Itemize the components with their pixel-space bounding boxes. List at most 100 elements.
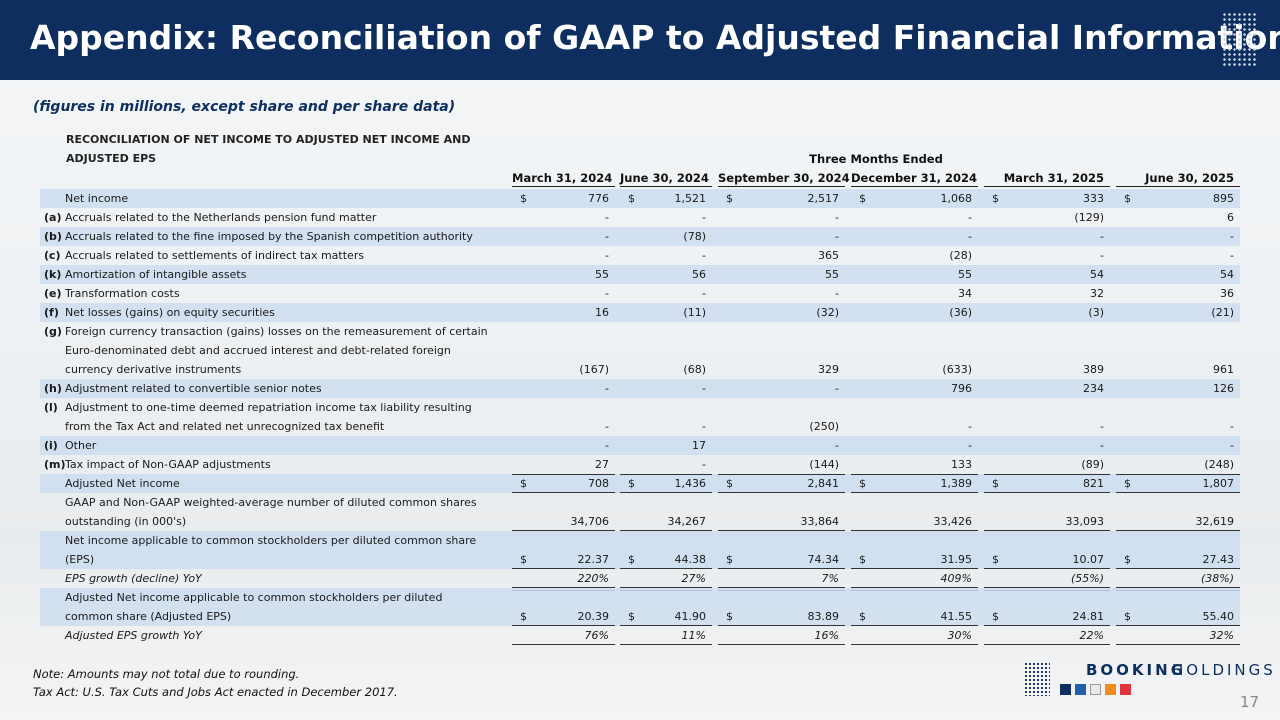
row-label: Foreign currency transaction (gains) los… <box>65 325 488 338</box>
cell: 821 <box>1083 477 1104 490</box>
rule <box>984 587 1110 588</box>
brand-icon <box>1120 684 1131 695</box>
cell: 126 <box>1213 382 1234 395</box>
cell: 11% <box>681 629 706 642</box>
brand-icon <box>1060 684 1071 695</box>
cell: (11) <box>683 306 706 319</box>
row-label: Net income applicable to common stockhol… <box>65 534 477 547</box>
rule <box>851 530 978 531</box>
row-key: (f) <box>44 306 59 319</box>
slide-title: Appendix: Reconciliation of GAAP to Adju… <box>30 18 1280 57</box>
rule <box>620 644 712 645</box>
cell: 83.89 <box>807 610 840 623</box>
currency: $ <box>520 610 527 623</box>
cell: - <box>702 420 706 433</box>
rule <box>1116 492 1240 493</box>
table-row <box>40 227 1240 246</box>
rule <box>512 530 615 531</box>
cell: - <box>702 382 706 395</box>
cell: 44.38 <box>674 553 707 566</box>
cell: 1,389 <box>940 477 973 490</box>
rule <box>1116 474 1240 475</box>
currency: $ <box>628 477 635 490</box>
cell: 961 <box>1213 363 1234 376</box>
row-label: Adjusted Net income <box>65 477 180 490</box>
cell: 776 <box>588 192 609 205</box>
rule <box>620 625 712 626</box>
cell: 55 <box>958 268 972 281</box>
cell: 36 <box>1220 287 1234 300</box>
column-header: March 31, 2024 <box>512 171 615 187</box>
table-row <box>40 531 1240 569</box>
rule <box>620 492 712 493</box>
row-key: (h) <box>44 382 62 395</box>
row-label: EPS growth (decline) YoY <box>65 572 202 585</box>
cell: 32% <box>1209 629 1234 642</box>
row-label: outstanding (in 000's) <box>65 515 187 528</box>
cell: 27% <box>681 572 706 585</box>
currency: $ <box>992 553 999 566</box>
row-label: Adjustment to one-time deemed repatriati… <box>65 401 472 414</box>
cell: 27.43 <box>1202 553 1235 566</box>
cell: 7% <box>821 572 839 585</box>
cell: 409% <box>940 572 972 585</box>
subtitle: (figures in millions, except share and p… <box>33 99 456 115</box>
cell: 10.07 <box>1072 553 1105 566</box>
cell: 796 <box>951 382 972 395</box>
rule <box>851 625 978 626</box>
rule <box>620 587 712 588</box>
cell: 54 <box>1090 268 1104 281</box>
rule <box>984 568 1110 569</box>
cell: 33,426 <box>933 515 973 528</box>
cell: - <box>605 439 609 452</box>
row-label: Net income <box>65 192 129 205</box>
cell: 133 <box>951 458 972 471</box>
currency: $ <box>520 192 527 205</box>
rule <box>1116 625 1240 626</box>
cell: 389 <box>1083 363 1104 376</box>
rule <box>620 530 712 531</box>
cell: 32,619 <box>1195 515 1235 528</box>
cell: - <box>702 458 706 471</box>
cell: 22% <box>1079 629 1104 642</box>
cell: 20.39 <box>577 610 610 623</box>
cell: (28) <box>949 249 972 262</box>
currency: $ <box>726 610 733 623</box>
currency: $ <box>1124 192 1131 205</box>
row-label: Adjusted EPS growth YoY <box>65 629 202 642</box>
cell: - <box>835 211 839 224</box>
cell: - <box>605 420 609 433</box>
cell: (89) <box>1081 458 1104 471</box>
rule <box>512 474 615 475</box>
column-header: March 31, 2025 <box>984 171 1110 187</box>
cell: - <box>968 211 972 224</box>
table-row <box>40 569 1240 588</box>
row-label: (EPS) <box>65 553 95 566</box>
cell: 1,068 <box>940 192 973 205</box>
cell: - <box>968 439 972 452</box>
cell: - <box>1100 439 1104 452</box>
row-label: Tax impact of Non-GAAP adjustments <box>65 458 271 471</box>
cell: 30% <box>947 629 972 642</box>
cell: 234 <box>1083 382 1104 395</box>
cell: - <box>835 287 839 300</box>
logo-text: HOLDINGS <box>1172 661 1276 679</box>
column-header: December 31, 2024 <box>851 171 978 187</box>
cell: - <box>702 249 706 262</box>
row-key: (b) <box>44 230 62 243</box>
currency: $ <box>1124 610 1131 623</box>
column-header: June 30, 2025 <box>1116 171 1240 187</box>
column-header: June 30, 2024 <box>620 171 712 187</box>
cell: - <box>702 287 706 300</box>
cell: 41.90 <box>674 610 707 623</box>
cell: 27 <box>595 458 609 471</box>
cell: (250) <box>809 420 839 433</box>
rule <box>512 625 615 626</box>
row-label: Accruals related to settlements of indir… <box>65 249 365 262</box>
table-row <box>40 265 1240 284</box>
cell: - <box>1230 230 1234 243</box>
rule <box>851 474 978 475</box>
cell: - <box>835 230 839 243</box>
cell: - <box>835 439 839 452</box>
cell: 74.34 <box>807 553 840 566</box>
